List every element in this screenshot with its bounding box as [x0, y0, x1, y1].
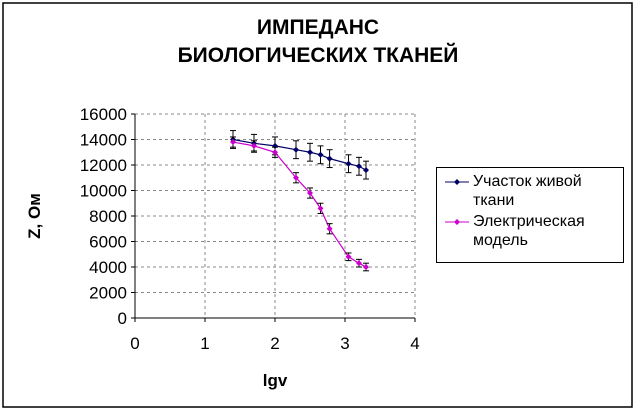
marker — [251, 142, 257, 149]
y-tick-label: 12000 — [80, 156, 127, 175]
marker — [356, 163, 362, 170]
legend-swatch — [445, 219, 469, 225]
x-tick-label: 0 — [130, 334, 139, 353]
y-tick-label: 8000 — [89, 207, 127, 226]
x-tick-label: 1 — [200, 334, 209, 353]
chart-title: ИМПЕДАНС БИОЛОГИЧЕСКИХ ТКАНЕЙ — [177, 16, 459, 67]
x-tick-label: 2 — [270, 334, 279, 353]
y-tick-label: 16000 — [80, 105, 127, 124]
legend: Участок живой ткани Электрическая модель — [436, 167, 624, 263]
marker — [317, 205, 324, 212]
marker — [230, 139, 236, 146]
marker — [345, 160, 352, 167]
marker — [326, 225, 333, 232]
marker — [326, 155, 333, 162]
legend-swatch — [445, 179, 469, 185]
legend-label: Электрическая модель — [473, 213, 585, 249]
y-tick-label: 6000 — [89, 233, 127, 252]
marker — [307, 190, 313, 197]
marker — [356, 260, 362, 267]
x-tick-label: 3 — [340, 334, 349, 353]
series-line — [232, 141, 367, 268]
legend-label: Участок живой ткани — [473, 173, 582, 209]
marker — [345, 253, 352, 260]
legend-item: Электрическая модель — [443, 212, 619, 250]
marker — [272, 149, 278, 156]
legend-item: Участок живой ткани — [443, 172, 619, 210]
x-axis-label: lgv — [263, 371, 288, 390]
y-axis-label: Z, Ом — [25, 193, 44, 239]
marker — [317, 151, 324, 158]
marker — [293, 174, 299, 181]
y-tick-label: 10000 — [80, 182, 127, 201]
y-tick-label: 4000 — [89, 258, 127, 277]
y-tick-label: 2000 — [89, 284, 127, 303]
y-tick-label: 0 — [118, 309, 127, 328]
series-line — [232, 138, 367, 171]
x-tick-label: 4 — [410, 334, 419, 353]
marker — [293, 146, 299, 153]
title-box: ИМПЕДАНС БИОЛОГИЧЕСКИХ ТКАНЕЙ — [177, 16, 459, 67]
marker — [363, 264, 369, 270]
y-tick-label: 14000 — [80, 131, 127, 150]
marker — [363, 167, 369, 174]
marker — [307, 149, 313, 156]
